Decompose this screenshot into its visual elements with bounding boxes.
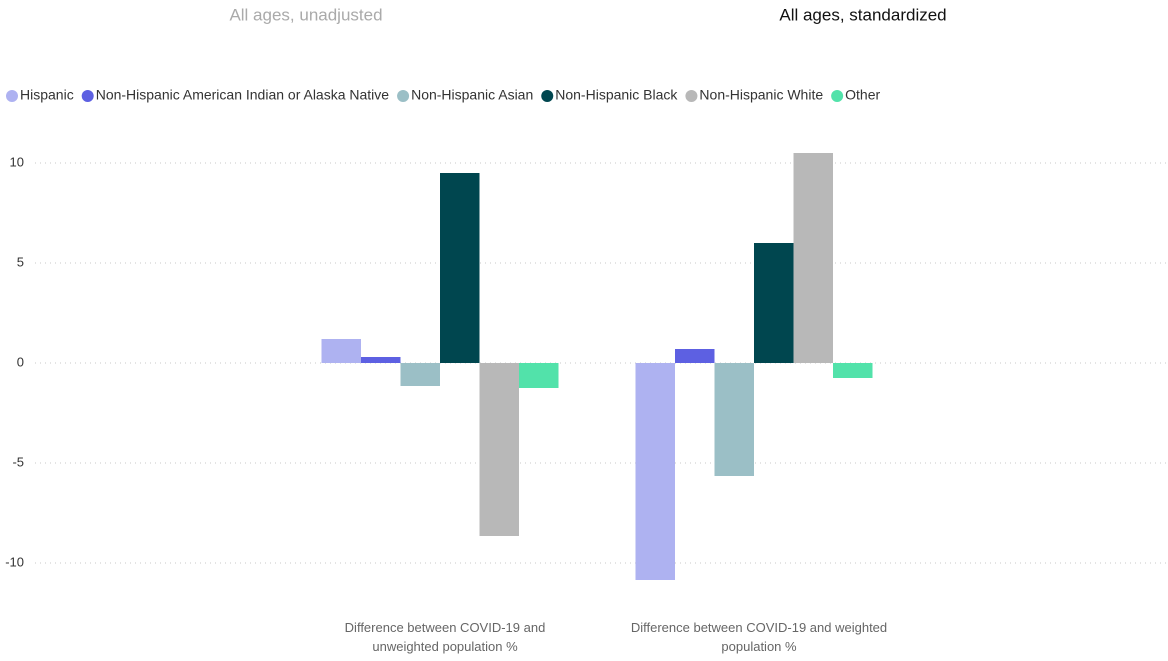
legend-marker <box>831 90 844 102</box>
y-tick-label: 10 <box>10 154 24 169</box>
bar <box>675 349 715 363</box>
bar <box>754 243 794 363</box>
legend-label[interactable]: Hispanic <box>20 87 74 103</box>
x-tick-label: Difference between COVID-19 and unweight… <box>344 620 546 654</box>
bar <box>793 153 833 363</box>
bar <box>321 339 361 363</box>
bar <box>519 363 559 388</box>
y-tick-label: -10 <box>5 554 24 569</box>
legend-label[interactable]: Non-Hispanic Asian <box>411 87 533 103</box>
legend-label[interactable]: Non-Hispanic Black <box>555 87 678 103</box>
legend-marker <box>6 90 18 102</box>
bar <box>400 363 440 386</box>
legend-marker <box>81 90 94 102</box>
y-tick-label: 0 <box>17 354 24 369</box>
bar <box>714 363 754 476</box>
bar <box>635 363 675 580</box>
legend-marker <box>541 90 554 102</box>
x-tick-label: Difference between COVID-19 and weighted… <box>630 620 888 654</box>
tab-title[interactable]: All ages, unadjusted <box>229 5 382 24</box>
legend-label[interactable]: Other <box>845 87 880 103</box>
y-tick-label: -5 <box>12 454 24 469</box>
tab-title[interactable]: All ages, standardized <box>779 5 946 24</box>
legend-marker <box>397 90 410 102</box>
legend-label[interactable]: Non-Hispanic American Indian or Alaska N… <box>96 87 390 103</box>
bar <box>361 357 401 363</box>
bar <box>479 363 519 536</box>
legend-marker <box>685 90 698 102</box>
y-tick-label: 5 <box>17 254 24 269</box>
bar <box>440 173 480 363</box>
legend-label[interactable]: Non-Hispanic White <box>699 87 823 103</box>
bar <box>833 363 873 378</box>
